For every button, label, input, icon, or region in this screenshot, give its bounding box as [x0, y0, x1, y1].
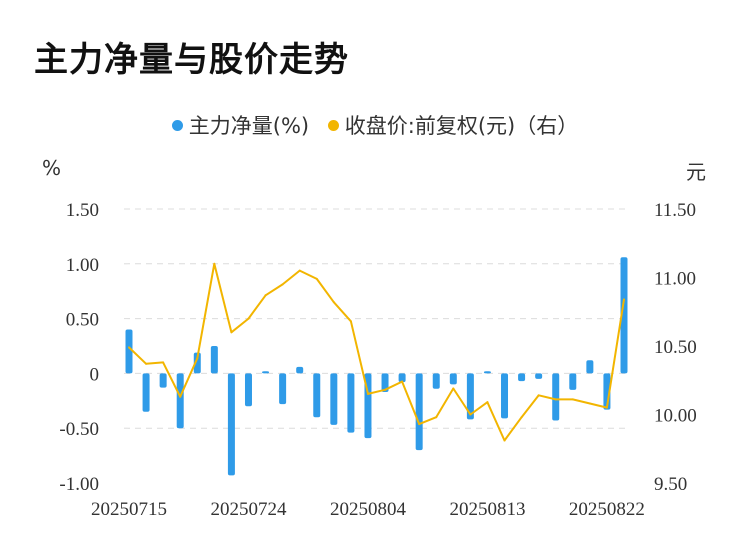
- close-price-point[interactable]: [537, 394, 540, 397]
- left-tick-label: 0.50: [66, 310, 99, 331]
- close-price-point[interactable]: [486, 401, 489, 404]
- main-net-volume-bar[interactable]: [159, 373, 167, 388]
- main-net-volume-bar[interactable]: [347, 373, 355, 433]
- close-price-point[interactable]: [588, 402, 591, 405]
- right-tick-label: 11.00: [654, 269, 696, 290]
- close-price-point[interactable]: [298, 269, 301, 272]
- main-net-volume-bar[interactable]: [244, 373, 252, 407]
- close-price-point[interactable]: [503, 439, 506, 442]
- main-net-volume-bar[interactable]: [210, 346, 218, 374]
- main-net-volume-bar[interactable]: [176, 373, 184, 429]
- main-net-volume-bar[interactable]: [569, 373, 577, 390]
- close-price-point[interactable]: [520, 416, 523, 419]
- left-axis-ticks: 1.50 1.00 0.50 0 -0.50 -1.00: [59, 200, 99, 495]
- legend-label-main-net-volume: 主力净量(%): [188, 114, 310, 138]
- main-net-volume-bar[interactable]: [518, 373, 526, 382]
- price-line-series: [128, 262, 625, 442]
- close-price-point[interactable]: [213, 262, 216, 265]
- main-net-volume-bar[interactable]: [449, 373, 457, 385]
- legend-marker-line: [327, 119, 339, 131]
- bar-series: [125, 257, 628, 476]
- main-net-volume-bar[interactable]: [313, 373, 321, 418]
- right-axis-unit: 元: [686, 160, 706, 184]
- close-price-point[interactable]: [230, 331, 233, 334]
- main-net-volume-bar[interactable]: [381, 373, 389, 393]
- legend-item-close-price[interactable]: 收盘价:前复权(元)（右）: [327, 110, 579, 140]
- chart-title: 主力净量与股价走势: [34, 40, 349, 80]
- main-net-volume-bar[interactable]: [586, 360, 594, 374]
- close-price-point[interactable]: [145, 362, 148, 365]
- close-price-point[interactable]: [554, 398, 557, 401]
- main-net-volume-bar[interactable]: [483, 371, 491, 374]
- close-price-point[interactable]: [281, 283, 284, 286]
- x-tick-label: 20250822: [569, 499, 645, 520]
- close-price-point[interactable]: [571, 398, 574, 401]
- left-tick-label: -1.00: [59, 474, 99, 495]
- close-price-line[interactable]: [128, 262, 625, 442]
- x-tick-label: 20250804: [330, 499, 407, 520]
- x-tick-label: 20250813: [449, 499, 525, 520]
- right-tick-label: 9.50: [654, 474, 687, 495]
- main-net-volume-bar[interactable]: [142, 373, 150, 412]
- main-net-volume-bar[interactable]: [398, 373, 406, 383]
- left-axis-unit: %: [42, 156, 62, 180]
- legend: 主力净量(%) 收盘价:前复权(元)（右）: [0, 110, 750, 140]
- main-net-volume-bar[interactable]: [227, 373, 235, 476]
- left-tick-label: 1.50: [66, 200, 99, 221]
- close-price-point[interactable]: [435, 416, 438, 419]
- x-tick-label: 20250724: [210, 499, 287, 520]
- main-net-volume-bar[interactable]: [535, 373, 543, 379]
- legend-marker-bar: [171, 119, 183, 131]
- close-price-point[interactable]: [384, 388, 387, 391]
- main-net-volume-bar[interactable]: [279, 373, 287, 405]
- main-net-volume-bar[interactable]: [193, 352, 201, 374]
- close-price-point[interactable]: [162, 361, 165, 364]
- close-price-point[interactable]: [452, 387, 455, 390]
- left-tick-label: -0.50: [59, 419, 99, 440]
- main-net-volume-bar[interactable]: [620, 257, 628, 374]
- main-net-volume-bar[interactable]: [501, 373, 509, 419]
- close-price-point[interactable]: [349, 320, 352, 323]
- left-tick-label: 0: [90, 364, 100, 385]
- close-price-point[interactable]: [469, 413, 472, 416]
- close-price-point[interactable]: [179, 395, 182, 398]
- close-price-point[interactable]: [196, 357, 199, 360]
- main-net-volume-bar[interactable]: [125, 329, 133, 374]
- legend-item-main-net-volume[interactable]: 主力净量(%): [171, 110, 310, 140]
- right-tick-label: 10.00: [654, 406, 697, 427]
- right-tick-label: 11.50: [654, 200, 696, 221]
- close-price-point[interactable]: [605, 406, 608, 409]
- close-price-point[interactable]: [366, 392, 369, 395]
- main-net-volume-bar[interactable]: [552, 373, 560, 421]
- main-net-volume-bar[interactable]: [330, 373, 338, 425]
- close-price-point[interactable]: [332, 301, 335, 304]
- x-tick-label: 20250715: [91, 499, 167, 520]
- close-price-point[interactable]: [247, 317, 250, 320]
- legend-label-close-price: 收盘价:前复权(元)（右）: [344, 114, 579, 138]
- right-tick-label: 10.50: [654, 337, 697, 358]
- close-price-point[interactable]: [315, 277, 318, 280]
- main-net-volume-bar[interactable]: [432, 373, 440, 389]
- grid-layer: [124, 208, 628, 429]
- close-price-point[interactable]: [623, 298, 625, 301]
- close-price-point[interactable]: [418, 423, 421, 426]
- close-price-point[interactable]: [264, 294, 267, 297]
- x-axis-ticks: 20250715 20250724 20250804 20250813 20250822: [91, 499, 645, 520]
- close-price-point[interactable]: [401, 380, 404, 383]
- main-net-volume-bar[interactable]: [415, 373, 423, 451]
- main-net-volume-bar[interactable]: [466, 373, 474, 420]
- left-tick-label: 1.00: [66, 255, 99, 276]
- close-price-point[interactable]: [128, 346, 130, 349]
- main-net-volume-bar[interactable]: [262, 371, 270, 374]
- main-net-volume-bar[interactable]: [296, 366, 304, 374]
- right-axis-ticks: 11.50 11.00 10.50 10.00 9.50: [654, 200, 697, 495]
